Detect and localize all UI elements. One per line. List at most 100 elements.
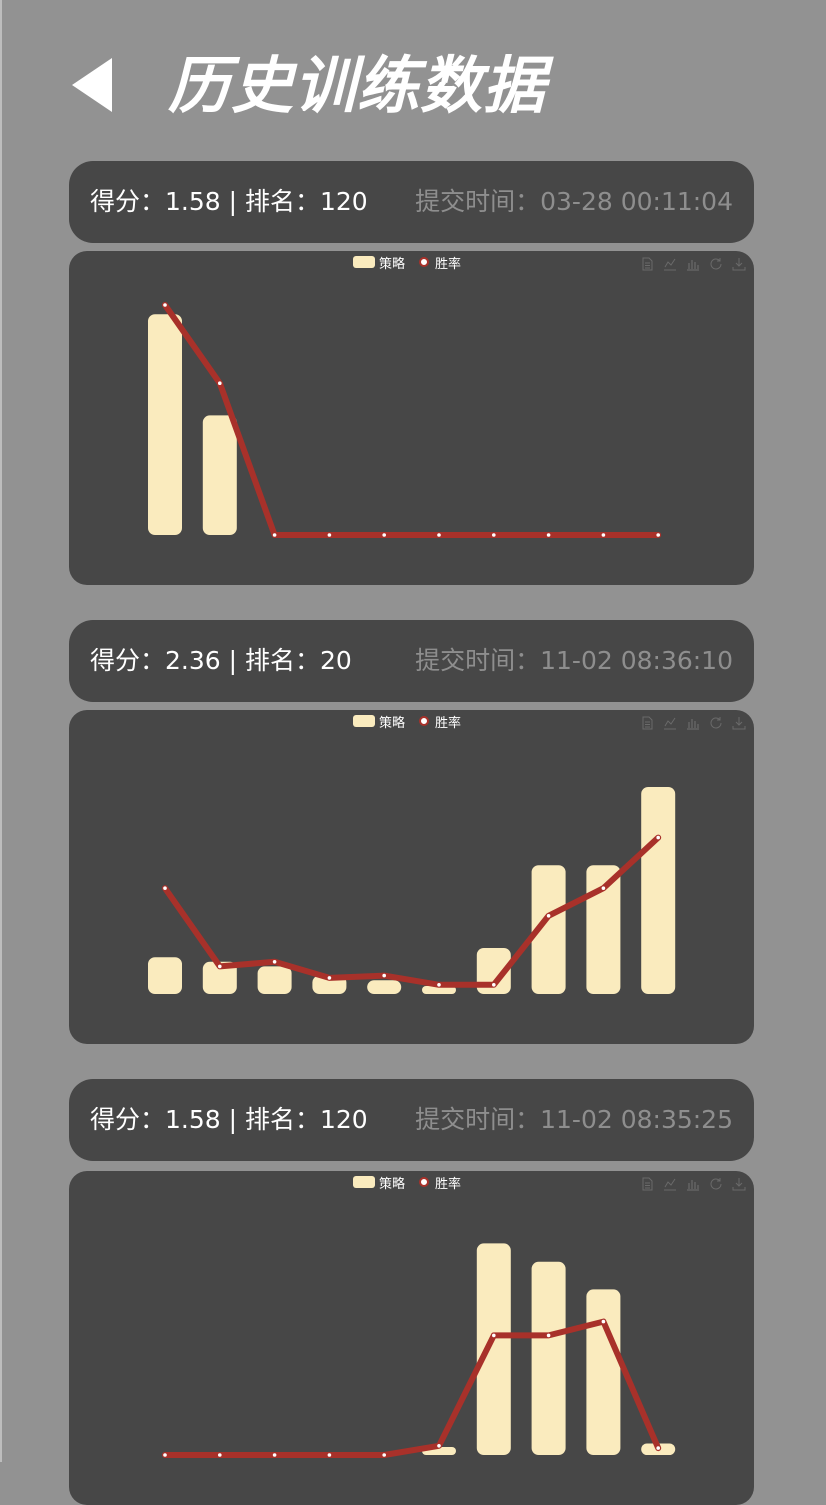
- winrate-point-6[interactable]: [437, 533, 441, 537]
- score-rank-text: 得分：2.36 | 排名：20: [90, 646, 352, 675]
- page-header: 历史训练数据: [0, 0, 826, 150]
- bar-1[interactable]: [148, 314, 182, 535]
- bar-swatch-icon: [353, 256, 375, 268]
- line-dot-swatch-icon: [419, 716, 430, 726]
- bar-9[interactable]: [586, 865, 621, 994]
- winrate-point-7[interactable]: [492, 1333, 496, 1338]
- winrate-point-7[interactable]: [492, 533, 496, 537]
- winrate-point-4[interactable]: [327, 533, 332, 537]
- chart-toolbox: [633, 257, 748, 271]
- window-edge: [0, 0, 2, 1462]
- bar-switch-icon[interactable]: [686, 1177, 702, 1191]
- save-image-icon[interactable]: [732, 1177, 748, 1191]
- chart-legend: 策略 胜率: [353, 712, 475, 731]
- winrate-line: [162, 834, 662, 988]
- line-switch-icon[interactable]: [663, 716, 679, 730]
- winrate-point-8[interactable]: [546, 533, 551, 537]
- bar-10[interactable]: [641, 787, 676, 994]
- chart-canvas: [148, 787, 676, 994]
- legend-label: 胜率: [435, 715, 462, 731]
- bar-switch-icon[interactable]: [686, 257, 702, 271]
- winrate-point-2[interactable]: [218, 381, 222, 385]
- legend-label: 策略: [379, 256, 406, 272]
- chart-panel: 策略 胜率: [69, 710, 754, 1044]
- submit-time-text: 提交时间：03-28 00:11:04: [415, 187, 733, 216]
- line-switch-icon[interactable]: [663, 257, 679, 271]
- winrate-point-2[interactable]: [218, 964, 222, 969]
- bar-swatch-icon: [353, 1176, 375, 1188]
- legend-item-strategy[interactable]: 策略: [353, 1173, 405, 1192]
- winrate-point-9[interactable]: [601, 533, 606, 537]
- line-switch-icon[interactable]: [663, 1177, 679, 1191]
- winrate-point-8[interactable]: [546, 914, 551, 918]
- data-view-icon[interactable]: [640, 1177, 656, 1191]
- bar-5[interactable]: [367, 980, 402, 994]
- winrate-point-1[interactable]: [163, 886, 167, 890]
- winrate-point-10[interactable]: [656, 835, 660, 840]
- winrate-point-4[interactable]: [327, 976, 332, 980]
- bar-7[interactable]: [476, 1243, 511, 1455]
- winrate-point-1[interactable]: [163, 303, 167, 307]
- legend-item-strategy[interactable]: 策略: [353, 253, 405, 272]
- save-image-icon[interactable]: [732, 257, 748, 271]
- bar-2[interactable]: [202, 961, 237, 994]
- winrate-point-8[interactable]: [546, 1333, 551, 1338]
- chart-legend: 策略 胜率: [353, 1173, 475, 1192]
- winrate-point-9[interactable]: [601, 1319, 606, 1324]
- winrate-point-3[interactable]: [272, 960, 277, 964]
- chart-toolbox: [633, 1177, 748, 1191]
- winrate-point-5[interactable]: [382, 1453, 387, 1457]
- legend-item-strategy[interactable]: 策略: [353, 712, 405, 731]
- winrate-point-10[interactable]: [656, 533, 660, 537]
- winrate-point-2[interactable]: [218, 1453, 222, 1457]
- winrate-point-3[interactable]: [272, 533, 277, 537]
- legend-label: 策略: [379, 715, 406, 731]
- line-dot-swatch-icon: [419, 1177, 430, 1187]
- winrate-point-9[interactable]: [601, 886, 606, 890]
- record-info-bar: 得分：2.36 | 排名：20 提交时间：11-02 08:36:10: [69, 620, 754, 702]
- winrate-point-7[interactable]: [492, 983, 496, 987]
- submit-time-text: 提交时间：11-02 08:36:10: [415, 646, 733, 675]
- bar-6[interactable]: [422, 986, 456, 994]
- bar-8[interactable]: [531, 865, 566, 994]
- winrate-point-5[interactable]: [382, 533, 387, 537]
- data-view-icon[interactable]: [640, 716, 656, 730]
- legend-item-winrate[interactable]: 胜率: [419, 253, 461, 272]
- legend-item-winrate[interactable]: 胜率: [419, 712, 461, 731]
- bar-1[interactable]: [148, 957, 182, 994]
- bar-9[interactable]: [586, 1289, 621, 1455]
- back-triangle-icon: [72, 58, 112, 112]
- score-rank-text: 得分：1.58 | 排名：120: [90, 187, 368, 216]
- back-button[interactable]: [66, 52, 120, 118]
- record-info-bar: 得分：1.58 | 排名：120 提交时间：11-02 08:35:25: [69, 1079, 754, 1161]
- line-dot-swatch-icon: [419, 257, 430, 267]
- save-image-icon[interactable]: [732, 716, 748, 730]
- legend-label: 胜率: [435, 1176, 462, 1192]
- winrate-point-1[interactable]: [163, 1453, 167, 1457]
- restore-icon[interactable]: [709, 257, 725, 271]
- restore-icon[interactable]: [709, 716, 725, 730]
- winrate-point-6[interactable]: [437, 1444, 441, 1448]
- restore-icon[interactable]: [709, 1177, 725, 1191]
- bar-3[interactable]: [257, 966, 292, 994]
- legend-label: 胜率: [435, 256, 462, 272]
- legend-item-winrate[interactable]: 胜率: [419, 1173, 461, 1192]
- bar-2[interactable]: [202, 415, 237, 535]
- chart-canvas: [162, 1243, 676, 1458]
- chart-panel: 策略 胜率: [69, 251, 754, 585]
- chart-legend: 策略 胜率: [353, 253, 475, 272]
- chart-canvas: [148, 302, 662, 538]
- submit-time-text: 提交时间：11-02 08:35:25: [415, 1105, 733, 1134]
- record-info-bar: 得分：1.58 | 排名：120 提交时间：03-28 00:11:04: [69, 161, 754, 243]
- winrate-point-3[interactable]: [272, 1453, 277, 1457]
- winrate-point-6[interactable]: [437, 983, 441, 987]
- winrate-point-5[interactable]: [382, 973, 387, 978]
- winrate-line: [162, 1318, 662, 1458]
- bar-8[interactable]: [531, 1261, 566, 1455]
- bar-switch-icon[interactable]: [686, 716, 702, 730]
- data-view-icon[interactable]: [640, 257, 656, 271]
- chart-toolbox: [633, 716, 748, 730]
- winrate-point-4[interactable]: [327, 1453, 332, 1457]
- winrate-point-10[interactable]: [656, 1446, 660, 1450]
- page-title: 历史训练数据: [168, 49, 547, 122]
